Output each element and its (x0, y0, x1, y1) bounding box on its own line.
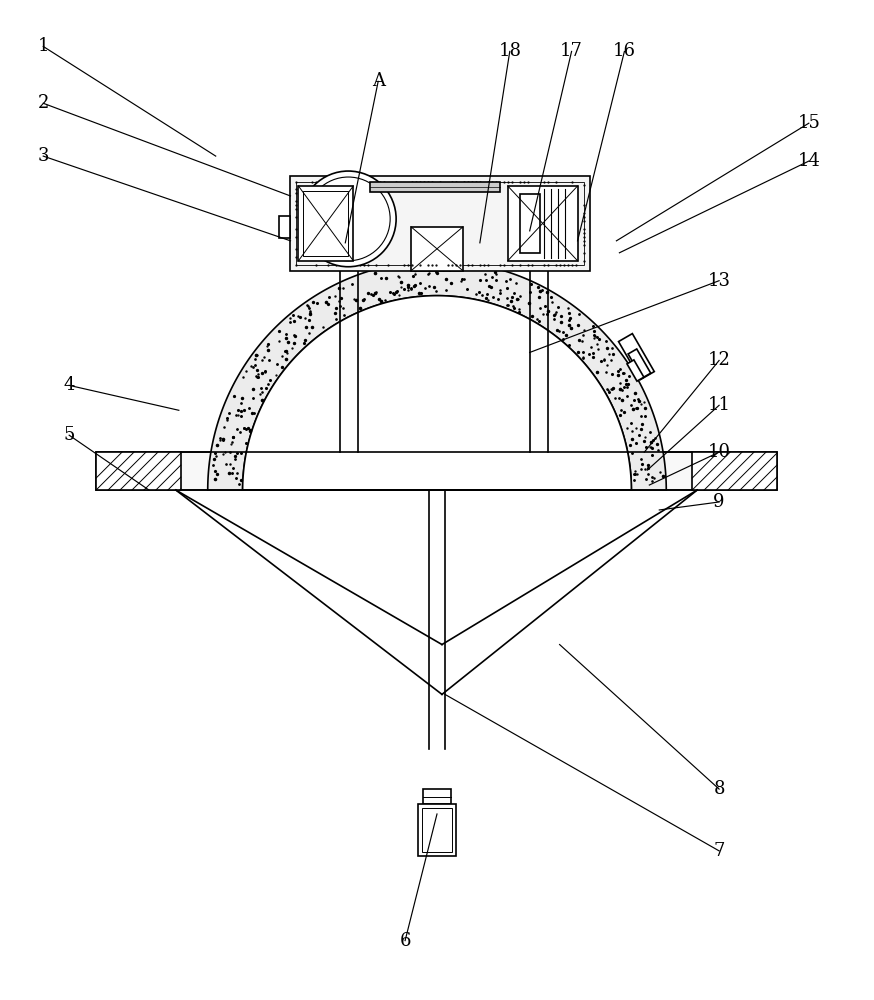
Text: 18: 18 (498, 42, 521, 60)
Text: 8: 8 (713, 780, 725, 798)
Text: 9: 9 (713, 493, 725, 511)
Text: A: A (371, 72, 385, 90)
Circle shape (301, 171, 396, 267)
Text: 5: 5 (64, 426, 75, 444)
Bar (422, 808, 452, 852)
Polygon shape (208, 261, 666, 490)
Circle shape (307, 177, 390, 261)
Text: 1: 1 (38, 37, 49, 55)
Text: 4: 4 (64, 376, 75, 394)
Text: 3: 3 (38, 147, 49, 165)
Bar (303, 191, 348, 256)
Bar (298, 186, 353, 261)
Bar (508, 186, 578, 261)
Text: 7: 7 (713, 842, 725, 860)
Bar (371, 182, 500, 192)
Text: 13: 13 (708, 272, 731, 290)
Bar (423, 789, 451, 804)
Text: 12: 12 (708, 351, 731, 369)
Text: 14: 14 (797, 152, 821, 170)
Text: 2: 2 (38, 94, 49, 112)
Text: 16: 16 (613, 42, 636, 60)
Polygon shape (243, 296, 631, 490)
Bar (96, 452, 777, 490)
Bar (279, 216, 290, 238)
Polygon shape (628, 349, 651, 378)
Bar (296, 182, 584, 265)
Polygon shape (619, 334, 655, 380)
Text: 10: 10 (708, 443, 731, 461)
Bar (418, 804, 456, 856)
Polygon shape (627, 360, 644, 381)
Bar (290, 176, 590, 271)
Text: 15: 15 (797, 114, 821, 132)
Bar (520, 194, 539, 253)
Text: 17: 17 (560, 42, 583, 60)
Text: 11: 11 (708, 396, 731, 414)
Bar (96, 452, 181, 490)
Bar (692, 452, 777, 490)
Text: 6: 6 (399, 932, 411, 950)
Bar (411, 227, 463, 271)
